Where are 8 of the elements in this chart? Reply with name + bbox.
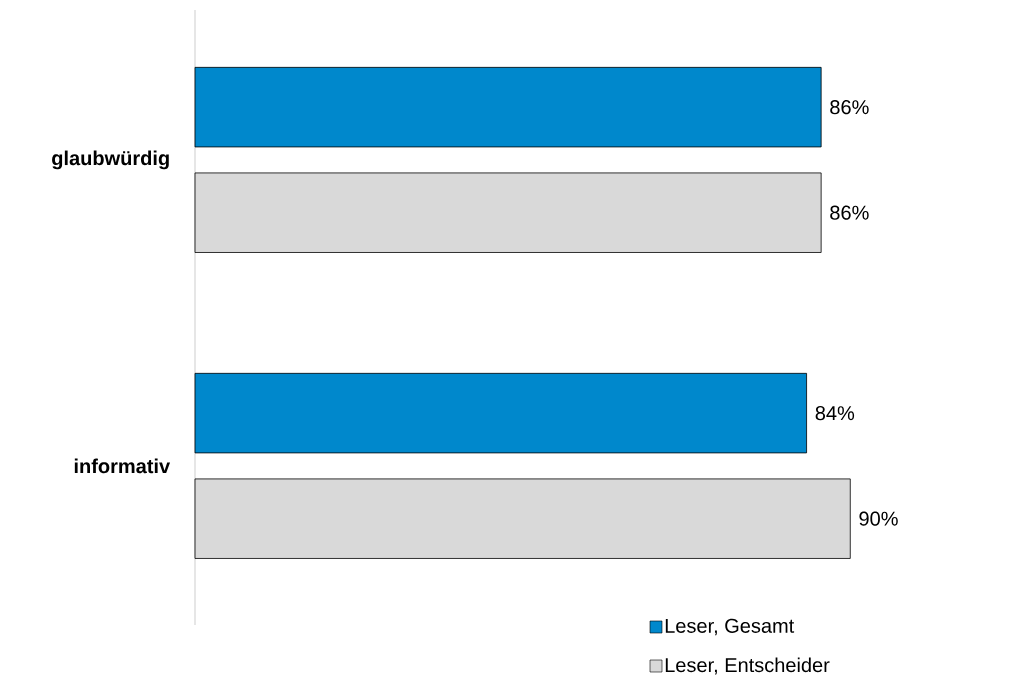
y-tick-label: informativ	[74, 458, 171, 474]
y-tick-label: glaubwürdig	[52, 150, 169, 170]
data-label: 90%	[859, 511, 898, 526]
data-label: 84%	[815, 406, 855, 421]
data-label: 86%	[830, 205, 869, 220]
legend-label: Leser, Gesamt	[665, 618, 795, 636]
legend-label: Leser, Entscheider	[665, 657, 830, 675]
data-label: 86%	[830, 100, 869, 115]
